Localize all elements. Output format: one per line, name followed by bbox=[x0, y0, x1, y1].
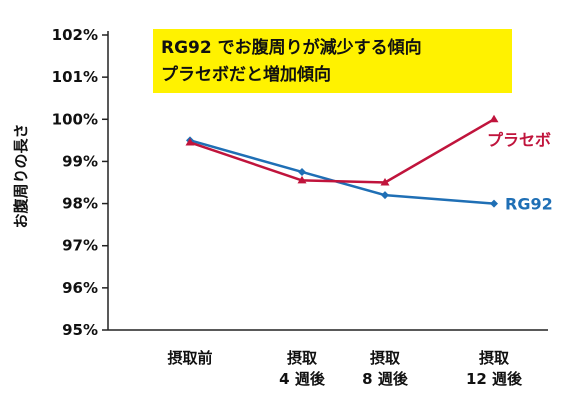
x-category-line: 8 週後 bbox=[362, 370, 409, 388]
y-tick-labels: 95% 96% 97% 98% 99% 100% 101% 102% bbox=[52, 26, 98, 339]
data-point bbox=[490, 199, 498, 208]
x-category-line: 4 週後 bbox=[279, 370, 326, 388]
series-label-placebo: プラセボ bbox=[487, 130, 551, 149]
x-category-label: 摂取 8 週後 bbox=[362, 349, 409, 388]
data-point bbox=[298, 167, 306, 176]
y-tick-label: 96% bbox=[62, 279, 98, 297]
data-point bbox=[489, 114, 499, 123]
y-tick-label: 102% bbox=[52, 26, 98, 44]
series-labels: RG92 プラセボ bbox=[487, 130, 553, 213]
y-tick-label: 99% bbox=[62, 152, 98, 170]
annotation-background bbox=[153, 29, 512, 93]
y-tick-label: 98% bbox=[62, 195, 98, 213]
y-axis-label: お腹周りの長さ bbox=[12, 123, 30, 228]
x-category-label: 摂取前 bbox=[167, 349, 212, 367]
y-tick-label: 97% bbox=[62, 237, 98, 255]
x-category-line: 摂取前 bbox=[167, 349, 212, 367]
series-line-placebo bbox=[189, 118, 495, 184]
series-group bbox=[185, 114, 499, 208]
data-point bbox=[297, 175, 307, 184]
series-label-rg92: RG92 bbox=[505, 195, 553, 214]
data-point bbox=[381, 191, 389, 200]
data-point bbox=[185, 137, 195, 146]
axes bbox=[102, 31, 548, 331]
x-category-line: 摂取 bbox=[370, 349, 401, 367]
x-category-line: 摂取 bbox=[479, 349, 510, 367]
y-tick-label: 95% bbox=[62, 321, 98, 339]
y-tick-label: 100% bbox=[52, 110, 98, 128]
x-category-labels: 摂取前 摂取 4 週後 摂取 8 週後 摂取 12 週後 bbox=[167, 349, 523, 388]
data-point bbox=[380, 178, 390, 186]
y-tick-label: 101% bbox=[52, 68, 98, 86]
series-line-rg92 bbox=[189, 139, 495, 205]
x-category-line: 12 週後 bbox=[466, 370, 523, 388]
x-category-label: 摂取 4 週後 bbox=[279, 349, 326, 388]
annotation-line: RG92 でお腹周りが減少する傾向 bbox=[161, 37, 422, 58]
x-category-line: 摂取 bbox=[287, 349, 318, 367]
annotation-line: プラセボだと増加傾向 bbox=[161, 64, 331, 85]
x-category-label: 摂取 12 週後 bbox=[466, 349, 523, 388]
